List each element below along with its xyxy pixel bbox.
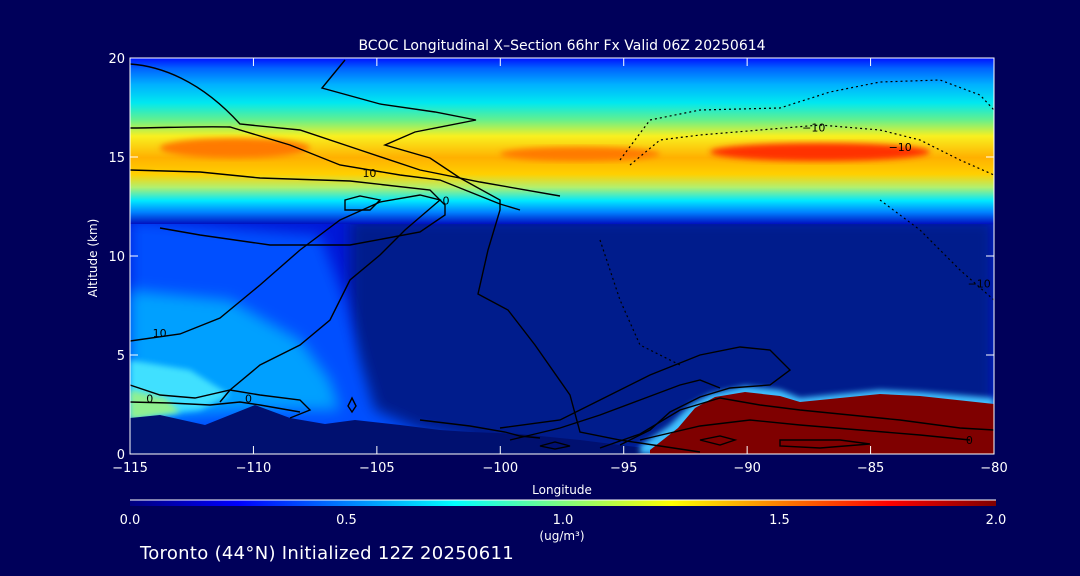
contour-lines	[130, 59, 994, 453]
x-tick-label: −90	[733, 461, 760, 476]
contour-label: 0	[966, 434, 973, 447]
x-tick-label: −80	[980, 461, 1007, 476]
contour-label: 10	[153, 327, 167, 340]
y-tick-label: 10	[108, 250, 125, 265]
colorbar-gradient	[130, 500, 996, 506]
chart-title: BCOC Longitudinal X–Section 66hr Fx Vali…	[358, 38, 765, 54]
contour-label: −10	[889, 141, 912, 154]
contour-label: 0	[442, 195, 449, 208]
contour-line	[699, 435, 738, 446]
x-axis-label: Longitude	[532, 483, 592, 497]
contour-line	[320, 59, 701, 453]
contour-line	[639, 419, 971, 441]
contour-line	[130, 169, 446, 246]
contour-label: −10	[802, 121, 825, 134]
x-tick-label: −95	[610, 461, 637, 476]
x-tick-label: −110	[236, 461, 272, 476]
plot-area	[130, 58, 994, 454]
colorbar-tick-label: 0.0	[120, 513, 141, 528]
contour-line	[344, 195, 382, 211]
footer-info: Toronto (44°N) Initialized 12Z 20250611	[140, 543, 515, 564]
colorbar: 0.0 0.5 1.0 1.5 2.0 (ug/m³)	[120, 499, 1007, 543]
colorbar-ticks: 0.0 0.5 1.0 1.5 2.0	[120, 513, 1007, 528]
contour-label: 0	[146, 393, 153, 406]
upper-band-core-west	[160, 138, 310, 158]
dashed-contour-line	[629, 124, 994, 176]
contour-line	[130, 401, 301, 413]
contour-line	[130, 126, 521, 211]
contour-line	[347, 396, 357, 414]
colorbar-tick-label: 1.5	[769, 513, 790, 528]
colorbar-tick-label: 0.5	[336, 513, 357, 528]
contour-line	[499, 346, 792, 446]
x-axis: −115 −110 −105 −100 −95 −90 −85 −80	[112, 58, 1008, 476]
y-axis-label: Altitude (km)	[86, 219, 100, 298]
x-tick-label: −85	[857, 461, 884, 476]
west-lower-field-peak	[130, 390, 180, 420]
contour-label: −10	[968, 278, 991, 291]
contour-line	[599, 397, 994, 449]
x-tick-label: −105	[359, 461, 395, 476]
colorbar-units: (ug/m³)	[539, 529, 584, 543]
contour-line	[130, 384, 312, 419]
x-tick-label: −100	[482, 461, 518, 476]
y-tick-label: 0	[117, 448, 125, 463]
surface-terrain	[130, 405, 994, 454]
contour-labels: 10 −10 −10 −10 10 0 0 0 0	[146, 121, 991, 447]
y-tick-label: 5	[117, 349, 125, 364]
negative-contours	[599, 79, 994, 366]
dashed-contour-line	[619, 79, 994, 161]
upper-band-core-east	[710, 143, 930, 161]
upper-band-core-center	[500, 147, 660, 161]
lower-plume	[650, 392, 994, 454]
contour-line	[130, 194, 442, 403]
colorbar-tick-label: 1.0	[553, 513, 574, 528]
contour-label: 0	[245, 393, 252, 406]
contour-line	[509, 379, 721, 441]
y-tick-label: 15	[108, 151, 125, 166]
dashed-contour-line	[879, 199, 994, 301]
colorbar-tick-label: 2.0	[986, 513, 1007, 528]
contour-line	[779, 439, 871, 449]
y-axis: 0 5 10 15 20	[108, 52, 994, 463]
x-tick-label: −115	[112, 461, 148, 476]
dashed-contour-line	[599, 239, 681, 366]
contour-line	[130, 63, 561, 197]
y-tick-label: 20	[108, 52, 125, 67]
contour-line	[539, 441, 571, 450]
contour-label: 10	[362, 167, 376, 180]
